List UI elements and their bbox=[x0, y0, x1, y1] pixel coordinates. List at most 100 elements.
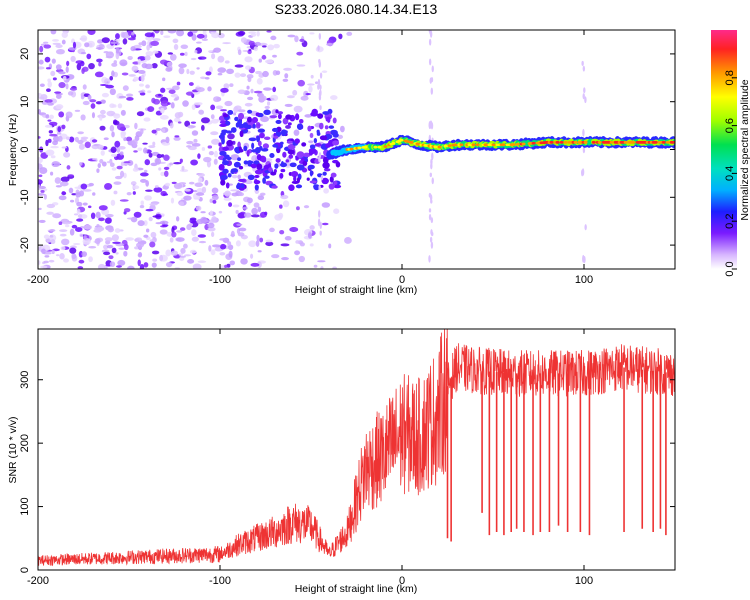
colorbar-tick-label: 0.4 bbox=[724, 166, 736, 181]
spectrogram-noise-cell bbox=[278, 212, 284, 219]
spectrogram-noise-cell bbox=[148, 216, 153, 222]
snr-x-tick-label: -200 bbox=[27, 575, 49, 587]
spectrogram-noise-cell bbox=[171, 181, 177, 185]
spectrogram-cluster-cell bbox=[222, 157, 226, 165]
spectrogram-noise-cell bbox=[210, 131, 219, 136]
spectrogram-noise-cell bbox=[110, 199, 116, 206]
spectrogram-noise-cell bbox=[237, 49, 242, 56]
spectrogram-noise-cell bbox=[101, 92, 109, 98]
spectrogram-cluster-cell bbox=[247, 116, 252, 123]
spectrogram-noise-cell bbox=[154, 185, 159, 188]
spectrogram-noise-cell bbox=[160, 107, 165, 114]
spectrogram-noise-cell bbox=[109, 162, 115, 168]
spectrogram-cluster-cell bbox=[313, 184, 320, 191]
spectrogram-cluster-cell bbox=[237, 112, 245, 120]
spectrogram-noise-cell bbox=[38, 186, 46, 189]
spectrogram-noise-cell bbox=[190, 57, 197, 61]
spectrogram-noise-cell bbox=[296, 64, 306, 67]
spectrogram-cluster-cell bbox=[222, 113, 229, 118]
spectrogram-noise-cell bbox=[180, 44, 189, 50]
spectrogram-cluster-cell bbox=[275, 119, 282, 124]
spectrogram-cluster-cell bbox=[273, 135, 279, 139]
spectrogram-streak-cell bbox=[317, 45, 320, 52]
spectrogram-noise-cell bbox=[185, 91, 195, 96]
spectrogram-cluster-cell bbox=[322, 161, 330, 169]
spectrogram-noise-cell bbox=[38, 59, 44, 65]
spectrogram-ridge-core bbox=[511, 143, 516, 146]
spectrogram-cluster-cell bbox=[332, 140, 340, 146]
spectrogram-cluster-cell bbox=[293, 175, 297, 182]
spectrogram-noise-cell bbox=[67, 174, 74, 177]
spectrogram-noise-cell bbox=[138, 42, 143, 46]
spectrogram-noise-cell bbox=[46, 203, 56, 209]
spectrogram-noise-cell bbox=[174, 135, 180, 138]
spectrogram-noise-cell bbox=[193, 138, 198, 143]
spectrogram-noise-cell bbox=[112, 104, 117, 108]
spectrogram-noise-cell bbox=[187, 259, 195, 264]
spectrogram-noise-cell bbox=[143, 147, 148, 154]
spectrogram-noise-cell bbox=[69, 87, 78, 91]
spectrogram-noise-cell bbox=[77, 140, 84, 145]
spectrogram-noise-cell bbox=[284, 73, 289, 79]
spectrogram-noise-cell bbox=[294, 250, 301, 256]
spectrogram-noise-cell bbox=[240, 73, 247, 78]
spectrogram-noise-cell bbox=[141, 40, 147, 47]
spectrogram-cluster-cell bbox=[329, 176, 334, 183]
spectrogram-cluster-cell bbox=[303, 152, 311, 158]
spectrogram-noise-cell bbox=[172, 38, 179, 44]
spectrogram-noise-cell bbox=[109, 261, 116, 268]
spectrogram-noise-cell bbox=[167, 30, 177, 34]
spectrogram-noise-cell bbox=[211, 194, 219, 201]
spectrogram-noise-cell bbox=[65, 83, 69, 90]
spectrogram-noise-cell bbox=[296, 206, 300, 211]
spectrogram-noise-cell bbox=[258, 42, 268, 47]
spectrogram-noise-cell bbox=[38, 260, 41, 265]
spectrogram-noise-cell bbox=[38, 108, 41, 115]
spectrogram-noise-cell bbox=[122, 85, 129, 91]
spectrogram-noise-cell bbox=[265, 241, 274, 247]
spectrogram-y-tick-label: -10 bbox=[19, 189, 31, 205]
spectrogram-noise-cell bbox=[262, 70, 269, 78]
spectrogram-noise-cell bbox=[61, 31, 68, 39]
spectrogram-noise-cell bbox=[113, 113, 121, 119]
spectrogram-cluster-cell bbox=[332, 132, 339, 138]
spectrogram-noise-cell bbox=[197, 153, 201, 159]
spectrogram-noise-cell bbox=[191, 236, 199, 242]
spectrogram-ridge-core bbox=[349, 147, 354, 151]
spectrogram-noise-cell bbox=[109, 88, 116, 96]
spectrogram-noise-cell bbox=[100, 109, 106, 115]
spectrogram-noise-cell bbox=[184, 51, 188, 57]
spectrogram-noise-cell bbox=[40, 265, 48, 269]
spectrogram-noise-cell bbox=[140, 128, 144, 135]
spectrogram-noise-cell bbox=[45, 149, 55, 156]
spectrogram-noise-cell bbox=[144, 55, 151, 61]
spectrogram-noise-cell bbox=[191, 229, 197, 236]
spectrogram-noise-cell bbox=[165, 249, 172, 257]
spectrogram-noise-cell bbox=[47, 81, 53, 88]
spectrogram-noise-cell bbox=[160, 100, 170, 107]
spectrogram-cluster-cell bbox=[306, 177, 310, 181]
spectrogram-noise-cell bbox=[126, 217, 136, 220]
spectrogram-noise-cell bbox=[70, 55, 76, 63]
spectrogram-noise-cell bbox=[115, 38, 121, 42]
spectrogram-noise-cell bbox=[77, 131, 84, 135]
spectrogram-cluster-cell bbox=[296, 151, 305, 158]
spectrogram-ridge-core bbox=[437, 145, 442, 149]
spectrogram-noise-cell bbox=[258, 95, 267, 102]
spectrogram-cluster-cell bbox=[247, 174, 255, 181]
spectrogram-ridge-core bbox=[609, 140, 614, 144]
spectrogram-noise-cell bbox=[164, 182, 171, 187]
spectrogram-noise-cell bbox=[188, 181, 195, 185]
spectrogram-noise-cell bbox=[137, 259, 141, 267]
spectrogram-noise-cell bbox=[255, 70, 262, 75]
spectrogram-noise-cell bbox=[226, 263, 231, 268]
spectrogram-streak-cell bbox=[430, 77, 434, 83]
spectrogram-noise-cell bbox=[116, 265, 122, 268]
spectrogram-noise-cell bbox=[212, 199, 217, 204]
spectrogram-ridge-core bbox=[531, 141, 536, 145]
spectrogram-cluster-cell bbox=[226, 139, 234, 147]
spectrogram-noise-cell bbox=[48, 259, 55, 263]
spectrogram-cluster-cell bbox=[263, 136, 271, 140]
spectrogram-noise-cell bbox=[235, 240, 241, 247]
spectrogram-noise-cell bbox=[137, 70, 146, 75]
